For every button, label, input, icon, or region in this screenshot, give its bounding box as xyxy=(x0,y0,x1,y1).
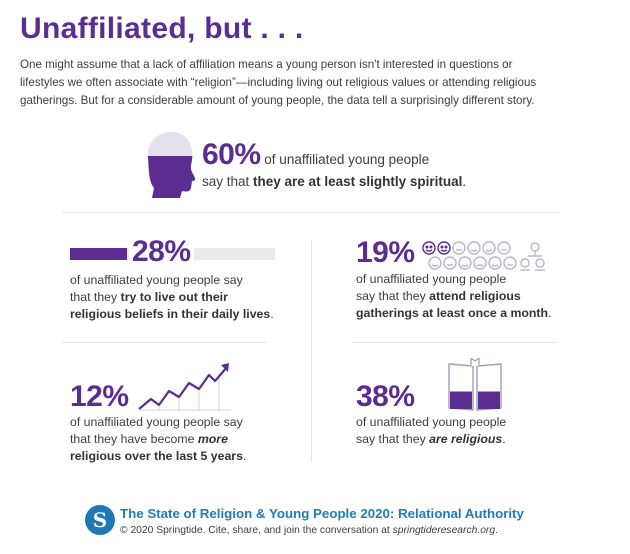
divider-vertical xyxy=(311,240,312,462)
stat-spiritual: 60% of unaffiliated young people say tha… xyxy=(202,138,466,189)
intro-line: lifestyles we often associate with “reli… xyxy=(20,76,537,89)
stat-percent: 60% xyxy=(202,138,261,171)
stat-percent: 19% xyxy=(356,236,415,269)
book-icon xyxy=(448,358,502,411)
intro-paragraph: One might assume that a lack of affiliat… xyxy=(20,56,580,110)
stat-percent: 28% xyxy=(129,235,194,269)
stat-text: say that they are at least slightly spir… xyxy=(202,174,467,189)
stat-text: of unaffiliated young people say that th… xyxy=(70,415,247,463)
intro-line: One might assume that a lack of affiliat… xyxy=(20,58,513,71)
website-link[interactable]: springtideresearch.org xyxy=(392,525,496,536)
page-title: Unaffiliated, but . . . xyxy=(20,12,304,45)
progress-bar-fill xyxy=(70,248,127,260)
divider-horizontal xyxy=(352,342,557,343)
copyright-line: © 2020 Springtide. Cite, share, and join… xyxy=(120,525,498,536)
head-icon xyxy=(147,131,196,198)
divider-horizontal xyxy=(62,342,267,343)
stat-text: of unaffiliated young people say that th… xyxy=(356,272,552,320)
divider-horizontal xyxy=(62,212,560,213)
springtide-logo: S xyxy=(85,505,115,535)
trend-chart-icon xyxy=(138,363,231,411)
stat-text: of unaffiliated young people say that th… xyxy=(356,415,507,446)
report-title: The State of Religion & Young People 202… xyxy=(120,506,524,521)
stat-text: of unaffiliated young people say that th… xyxy=(70,273,274,321)
intro-line: gatherings. But for a considerable amoun… xyxy=(20,94,535,107)
stat-percent: 12% xyxy=(70,380,129,413)
stat-percent: 38% xyxy=(356,380,415,413)
people-icon xyxy=(422,241,545,271)
stat-text: of unaffiliated young people xyxy=(260,152,430,167)
